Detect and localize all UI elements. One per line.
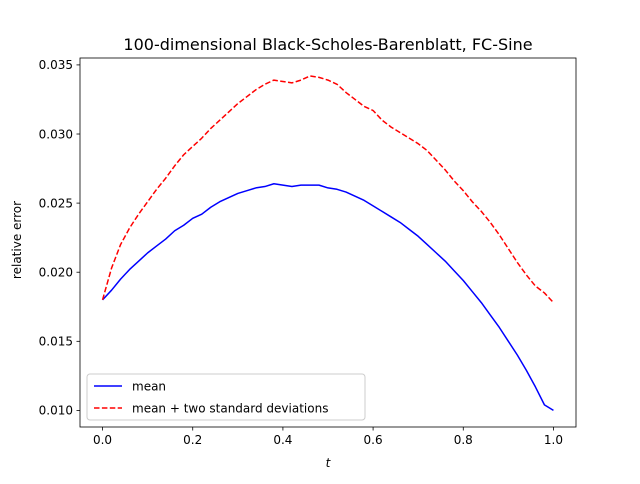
- legend-label-mean-plus-two-sd: mean + two standard deviations: [132, 402, 328, 416]
- y-tick-label: 0.030: [39, 127, 73, 141]
- axes-frame: [79, 57, 577, 428]
- y-tick-label: 0.035: [39, 58, 73, 72]
- legend-label-mean: mean: [132, 380, 166, 394]
- series-line-0: [102, 183, 554, 412]
- x-tick-label: 0.4: [273, 433, 292, 447]
- x-axis-label: t: [326, 456, 332, 470]
- legend-box: [86, 373, 366, 421]
- x-tick-label: 0.6: [364, 433, 383, 447]
- x-tick-label: 0.0: [93, 433, 112, 447]
- x-tick-label: 0.8: [454, 433, 473, 447]
- y-tick-label: 0.025: [39, 196, 73, 210]
- y-tick-label: 0.015: [39, 335, 73, 349]
- y-tick-label: 0.020: [39, 266, 73, 280]
- chart-title: 100-dimensional Black-Scholes-Barenblatt…: [123, 35, 532, 54]
- x-tick-label: 1.0: [544, 433, 563, 447]
- plot-area: 0.0 0.2 0.4 0.6 0.8 1.0 0.010 0.015 0.020 0.025 0.…: [39, 57, 577, 447]
- y-tick-label: 0.010: [39, 404, 73, 418]
- x-tick-label: 0.2: [183, 433, 202, 447]
- series-line-1: [101, 75, 554, 304]
- y-axis-label: relative error: [10, 201, 24, 279]
- legend: mean mean + two standard deviations: [86, 373, 366, 421]
